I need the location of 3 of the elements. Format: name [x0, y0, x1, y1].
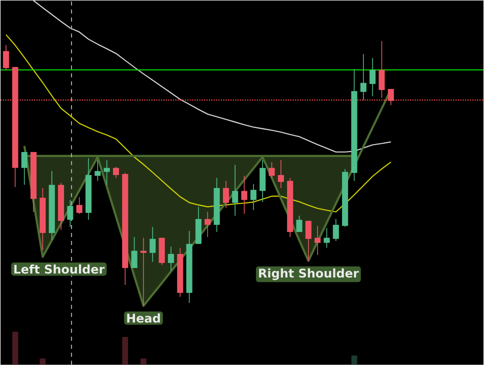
- annotation: Right Shoulder: [259, 268, 359, 280]
- text: Head: [127, 313, 160, 323]
- annotation: Left Shoulder: [14, 264, 105, 274]
